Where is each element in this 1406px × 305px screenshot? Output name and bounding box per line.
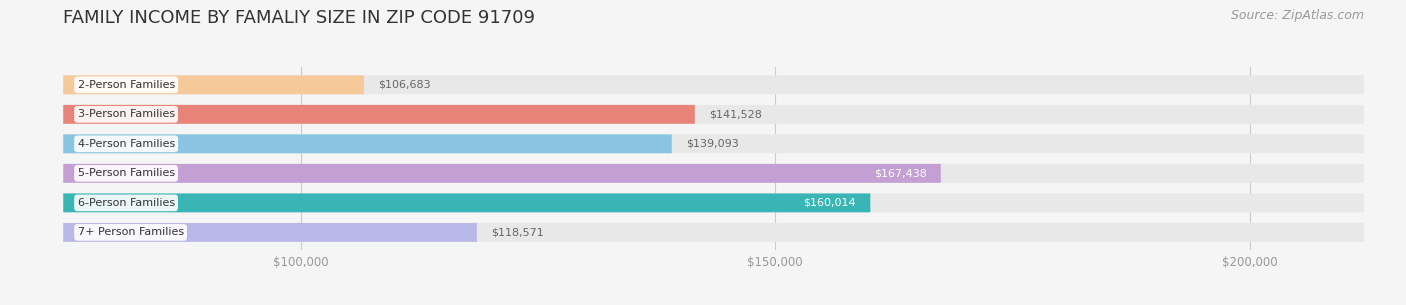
FancyBboxPatch shape (63, 75, 1364, 94)
Text: 5-Person Families: 5-Person Families (77, 168, 174, 178)
Text: $118,571: $118,571 (491, 228, 544, 237)
Text: FAMILY INCOME BY FAMALIY SIZE IN ZIP CODE 91709: FAMILY INCOME BY FAMALIY SIZE IN ZIP COD… (63, 9, 536, 27)
FancyBboxPatch shape (63, 223, 1364, 242)
FancyBboxPatch shape (63, 164, 941, 183)
FancyBboxPatch shape (63, 223, 477, 242)
Text: $160,014: $160,014 (803, 198, 856, 208)
FancyBboxPatch shape (63, 75, 364, 94)
FancyBboxPatch shape (63, 135, 672, 153)
Text: 3-Person Families: 3-Person Families (77, 109, 174, 119)
FancyBboxPatch shape (63, 105, 695, 124)
FancyBboxPatch shape (63, 193, 1364, 212)
Text: 2-Person Families: 2-Person Families (77, 80, 174, 90)
Text: $139,093: $139,093 (686, 139, 738, 149)
FancyBboxPatch shape (63, 164, 1364, 183)
Text: $167,438: $167,438 (873, 168, 927, 178)
FancyBboxPatch shape (63, 105, 1364, 124)
FancyBboxPatch shape (63, 135, 1364, 153)
Text: $106,683: $106,683 (378, 80, 430, 90)
Text: $141,528: $141,528 (709, 109, 762, 119)
Text: 6-Person Families: 6-Person Families (77, 198, 174, 208)
Text: Source: ZipAtlas.com: Source: ZipAtlas.com (1230, 9, 1364, 22)
FancyBboxPatch shape (63, 193, 870, 212)
Text: 7+ Person Families: 7+ Person Families (77, 228, 184, 237)
Text: 4-Person Families: 4-Person Families (77, 139, 174, 149)
